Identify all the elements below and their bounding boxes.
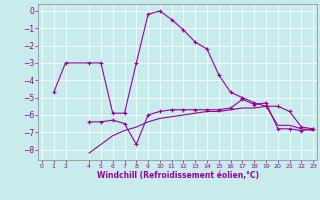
X-axis label: Windchill (Refroidissement éolien,°C): Windchill (Refroidissement éolien,°C) [97,171,259,180]
